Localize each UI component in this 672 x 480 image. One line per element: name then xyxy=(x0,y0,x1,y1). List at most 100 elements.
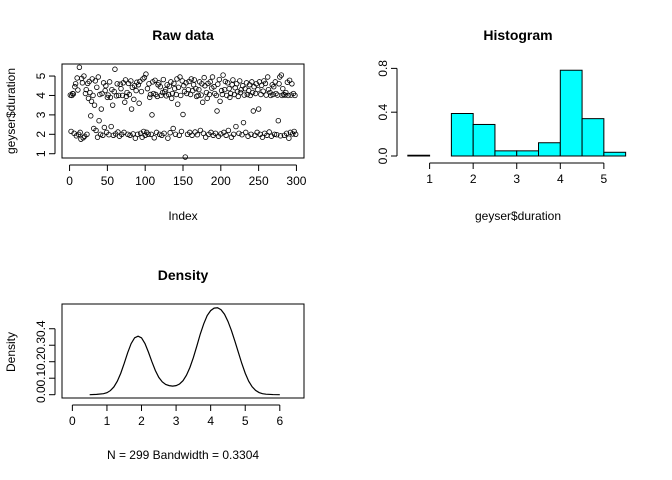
scatter-point xyxy=(157,84,164,90)
scatter-point xyxy=(285,92,291,99)
scatter-point xyxy=(214,108,220,114)
scatter-point xyxy=(204,95,210,102)
scatter-point xyxy=(102,87,108,94)
scatter-point xyxy=(112,66,118,72)
histogram-x-tick-label: 2 xyxy=(470,172,477,186)
scatter-point xyxy=(206,91,213,98)
scatter-point xyxy=(235,93,241,100)
scatter-point xyxy=(175,101,181,107)
scatter-point xyxy=(168,79,174,85)
scatter-point xyxy=(126,91,133,98)
scatter-x-tick-label: 300 xyxy=(286,174,306,188)
scatter-point xyxy=(128,106,135,112)
scatter-point xyxy=(148,131,154,138)
scatter-point xyxy=(93,127,99,134)
scatter-point xyxy=(233,81,240,87)
scatter-point xyxy=(103,83,109,89)
scatter-point xyxy=(119,92,126,99)
scatter-point xyxy=(278,72,285,78)
scatter-point xyxy=(83,86,89,93)
scatter-point xyxy=(171,85,178,92)
histogram-x-tick-label: 5 xyxy=(601,172,608,186)
scatter-point xyxy=(168,95,175,102)
scatter-point xyxy=(195,92,201,99)
scatter-point xyxy=(87,89,93,96)
density-title: Density xyxy=(158,267,209,283)
scatter-point xyxy=(109,102,116,108)
scatter-point xyxy=(92,78,98,84)
scatter-x-label: Index xyxy=(168,209,197,223)
scatter-point xyxy=(216,76,222,83)
scatter-point xyxy=(113,93,120,99)
scatter-point xyxy=(274,131,280,138)
scatter-point xyxy=(94,84,100,91)
scatter-y-tick-label: 5 xyxy=(34,72,48,79)
scatter-point xyxy=(108,123,114,130)
density-x-tick-label: 6 xyxy=(276,414,283,428)
scatter-point xyxy=(286,135,292,141)
scatter-point xyxy=(95,74,101,80)
scatter-point xyxy=(147,91,154,98)
histogram-x-label: geyser$duration xyxy=(475,209,561,223)
scatter-point xyxy=(202,134,209,140)
scatter-y-tick-label: 1 xyxy=(34,150,48,157)
scatter-point xyxy=(177,74,183,80)
scatter-point xyxy=(265,86,272,93)
scatter-point xyxy=(84,131,90,138)
histogram-bar xyxy=(407,154,431,157)
scatter-point xyxy=(99,90,105,97)
scatter-point xyxy=(165,91,172,98)
scatter-point xyxy=(147,94,153,101)
scatter-point xyxy=(215,81,221,87)
scatter-point xyxy=(241,92,247,98)
density-y-label: Density xyxy=(4,332,18,372)
scatter-point xyxy=(262,80,269,87)
scatter-point xyxy=(187,91,194,98)
scatter-point xyxy=(152,77,158,84)
scatter-point xyxy=(94,134,101,140)
scatter-point xyxy=(188,76,195,82)
scatter-y-tick-label: 2 xyxy=(34,131,48,138)
scatter-point xyxy=(167,130,173,136)
density-x-tick-label: 2 xyxy=(138,414,145,428)
scatter-point xyxy=(141,74,148,81)
scatter-y-label: geyser$duration xyxy=(4,68,18,154)
scatter-point xyxy=(194,131,201,138)
histogram-x-tick-label: 3 xyxy=(513,172,520,186)
scatter-point xyxy=(149,112,155,118)
histogram-y-tick-label: 0.0 xyxy=(376,147,390,164)
density-panel: Density N = 299 Bandwidth = 0.3304 Densi… xyxy=(4,267,305,462)
scatter-point xyxy=(226,85,232,92)
density-y-tick-label: 0.3 xyxy=(34,337,48,354)
scatter-point xyxy=(218,87,225,94)
scatter-point xyxy=(211,84,217,90)
scatter-x-tick-label: 250 xyxy=(249,174,269,188)
scatter-point xyxy=(140,76,146,82)
scatter-point xyxy=(135,82,142,88)
scatter-point xyxy=(201,74,207,81)
scatter-point xyxy=(180,111,186,118)
scatter-point xyxy=(107,94,114,101)
scatter-point xyxy=(132,135,139,141)
scatter-point xyxy=(170,125,176,132)
histogram-y-tick-label: 0.8 xyxy=(376,60,390,77)
density-x-tick-label: 4 xyxy=(207,414,214,428)
scatter-point xyxy=(172,131,179,138)
scatter-point xyxy=(178,92,184,99)
scatter-point xyxy=(213,92,219,99)
scatter-point xyxy=(212,130,219,137)
density-y-tick-label: 0.4 xyxy=(34,320,48,337)
scatter-point xyxy=(292,92,298,99)
scatter-point xyxy=(217,98,223,104)
scatter-point xyxy=(279,92,285,99)
scatter-point xyxy=(72,84,78,90)
scatter-point xyxy=(104,94,111,101)
scatter-point xyxy=(176,132,182,138)
scatter-point xyxy=(106,79,113,85)
scatter-point xyxy=(250,108,257,114)
scatter-point xyxy=(100,132,106,138)
scatter-point xyxy=(271,84,277,90)
histogram-bar xyxy=(581,118,605,157)
scatter-point xyxy=(207,79,213,85)
scatter-point xyxy=(171,80,177,87)
